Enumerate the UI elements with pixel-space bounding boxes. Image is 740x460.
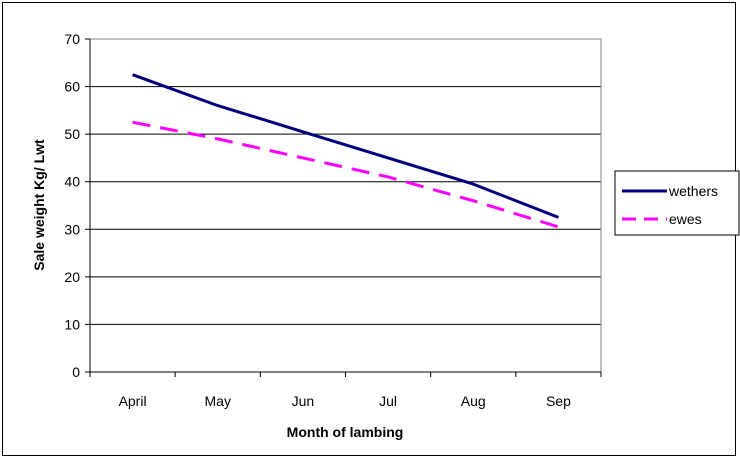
series-line-ewes <box>132 120 559 229</box>
x-tick-label: April <box>119 393 147 409</box>
x-tick-label: Jun <box>292 393 315 409</box>
y-tick-label: 50 <box>64 126 80 142</box>
y-tick-label: 20 <box>64 269 80 285</box>
series-line-wethers <box>132 73 559 219</box>
y-tick-labels: 0 10 20 30 40 50 60 70 <box>64 31 80 380</box>
x-tick-label: Jul <box>379 393 397 409</box>
x-tick-label: May <box>205 393 231 409</box>
legend: wethers ewes <box>614 170 740 236</box>
axes <box>85 38 602 377</box>
x-tick-label: Aug <box>461 393 486 409</box>
x-tick-label: Sep <box>546 393 571 409</box>
y-tick-label: 60 <box>64 79 80 95</box>
gridlines <box>90 38 601 325</box>
y-axis-label: Sale weight Kg/ Lwt <box>31 139 47 271</box>
y-tick-label: 70 <box>64 31 80 47</box>
legend-label-ewes: ewes <box>669 211 702 227</box>
y-tick-label: 0 <box>72 364 80 380</box>
legend-label-wethers: wethers <box>668 183 718 199</box>
y-tick-label: 40 <box>64 174 80 190</box>
y-tick-label: 30 <box>64 221 80 237</box>
y-tick-label: 10 <box>64 316 80 332</box>
x-tick-labels: April May Jun Jul Aug Sep <box>119 393 572 409</box>
series-lines <box>132 73 559 229</box>
x-axis-label: Month of lambing <box>287 424 404 440</box>
legend-box <box>614 170 740 236</box>
